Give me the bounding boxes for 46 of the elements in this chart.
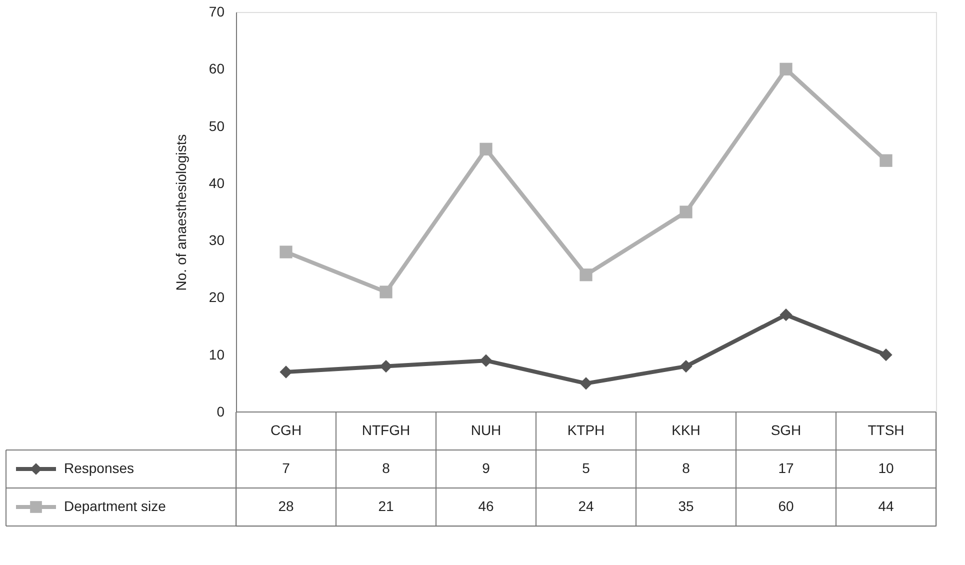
data-label: 10 bbox=[878, 460, 894, 476]
point bbox=[280, 246, 292, 258]
data-label: 35 bbox=[678, 498, 694, 514]
point bbox=[580, 377, 592, 390]
data-label: 46 bbox=[478, 498, 494, 514]
x-tick-label: KTPH bbox=[567, 422, 605, 438]
y-tick-label: 30 bbox=[208, 232, 225, 248]
data-label: 44 bbox=[878, 498, 894, 514]
x-tick-label: SGH bbox=[770, 422, 802, 438]
point bbox=[880, 348, 892, 362]
data-label: 17 bbox=[778, 460, 794, 476]
data-label: 7 bbox=[282, 460, 290, 476]
data-label: 8 bbox=[682, 460, 690, 476]
point bbox=[580, 268, 592, 282]
y-tick-label: 10 bbox=[208, 346, 225, 362]
point bbox=[780, 62, 792, 76]
y-tick-label: 60 bbox=[208, 60, 225, 77]
data-label: 8 bbox=[382, 460, 390, 476]
point bbox=[480, 354, 492, 367]
x-tick-label: TTSH bbox=[868, 422, 904, 438]
data-label: 28 bbox=[278, 498, 294, 514]
point bbox=[380, 286, 392, 298]
y-axis-title: No. of anaesthesiologists bbox=[172, 134, 189, 291]
data-label: 60 bbox=[778, 498, 794, 514]
y-tick-label: 20 bbox=[208, 289, 225, 306]
x-tick-label: KKH bbox=[672, 422, 700, 438]
x-tick-label: NTFGH bbox=[362, 422, 410, 438]
point bbox=[280, 366, 292, 378]
y-tick-label: 40 bbox=[208, 174, 225, 191]
y-tick-label: 0 bbox=[216, 404, 225, 420]
point bbox=[780, 308, 792, 322]
legend-label: Responses bbox=[64, 460, 134, 476]
point bbox=[680, 360, 692, 373]
x-tick-label: NUH bbox=[470, 422, 502, 438]
y-tick-label: 50 bbox=[208, 118, 225, 134]
data-label: 24 bbox=[578, 498, 594, 514]
data-label: 9 bbox=[482, 460, 490, 476]
point bbox=[480, 142, 492, 156]
legend-label: Department size bbox=[64, 498, 166, 514]
data-label: 21 bbox=[378, 498, 394, 514]
data-label: 5 bbox=[582, 460, 590, 476]
point bbox=[880, 154, 892, 167]
y-tick-label: 70 bbox=[208, 4, 225, 20]
point bbox=[680, 206, 692, 218]
x-tick-label: CGH bbox=[270, 422, 302, 438]
point bbox=[380, 360, 392, 373]
